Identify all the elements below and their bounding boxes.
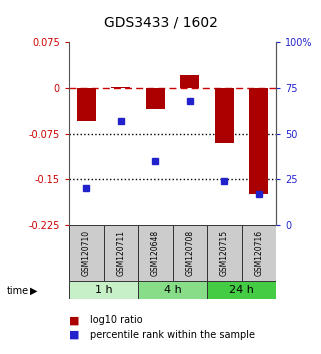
Bar [242,225,276,281]
Text: GSM120708: GSM120708 [185,230,194,276]
Bar [173,225,207,281]
Text: ■: ■ [69,315,80,325]
Text: log10 ratio: log10 ratio [90,315,143,325]
Text: GSM120716: GSM120716 [254,230,263,276]
Text: percentile rank within the sample: percentile rank within the sample [90,330,255,339]
Text: GSM120710: GSM120710 [82,230,91,276]
Text: ■: ■ [69,330,80,339]
Bar [207,225,242,281]
Bar [77,88,96,121]
Text: GSM120715: GSM120715 [220,230,229,276]
Bar [111,87,130,88]
Bar [207,281,276,299]
Bar [249,88,268,194]
Bar [180,75,199,88]
Bar [103,225,138,281]
Text: time: time [6,286,29,296]
Text: 4 h: 4 h [164,285,181,295]
Bar [138,225,173,281]
Bar [215,88,234,143]
Bar [138,281,207,299]
Text: ▶: ▶ [30,286,38,296]
Bar [69,281,138,299]
Text: GDS3433 / 1602: GDS3433 / 1602 [104,16,217,30]
Text: 1 h: 1 h [95,285,112,295]
Text: GSM120648: GSM120648 [151,230,160,276]
Text: 24 h: 24 h [229,285,254,295]
Bar [69,225,103,281]
Bar [146,88,165,109]
Text: GSM120711: GSM120711 [116,230,125,276]
